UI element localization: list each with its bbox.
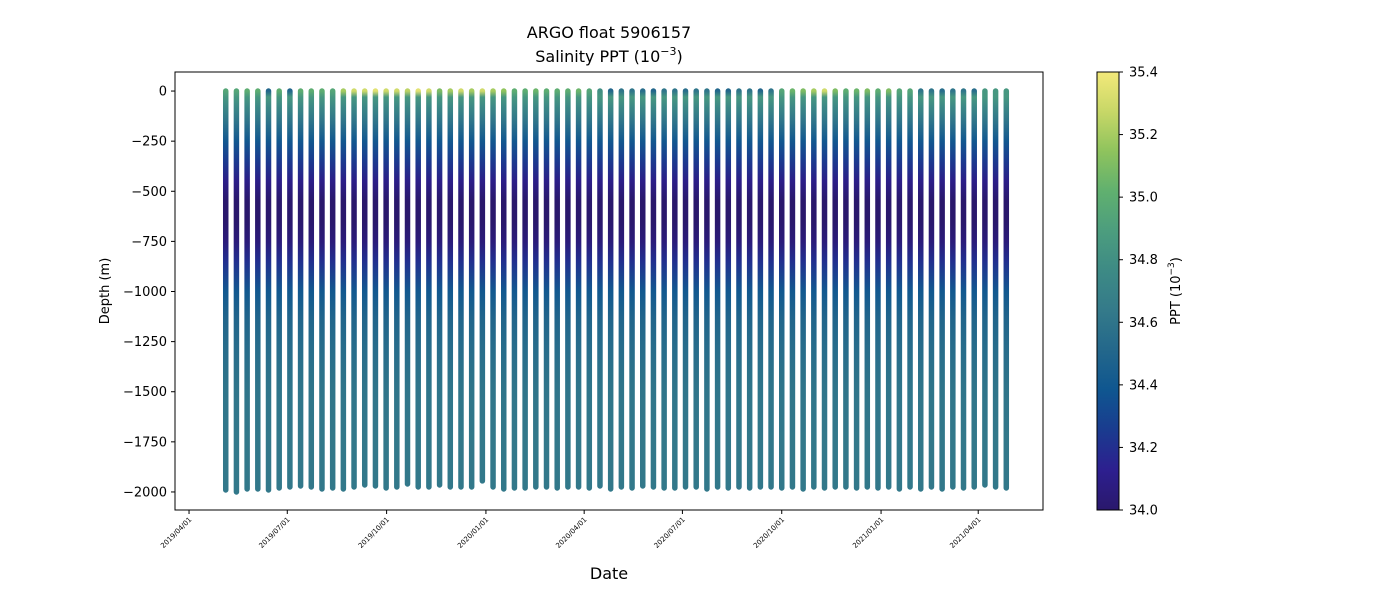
y-tick-label: −1500	[123, 385, 167, 400]
x-tick-label: 2020/01/01	[456, 516, 490, 550]
x-axis-label: Date	[590, 564, 628, 583]
colorbar-tick-label: 35.2	[1129, 128, 1158, 143]
y-tick-label: −500	[131, 185, 167, 200]
plot-area	[222, 88, 1010, 495]
colorbar-tick-label: 34.6	[1129, 316, 1158, 331]
x-tick-label: 2021/01/01	[851, 516, 885, 550]
x-tick-label: 2020/04/01	[554, 516, 588, 550]
colorbar-tick-label: 34.2	[1129, 441, 1158, 456]
colorbar	[1096, 71, 1120, 511]
y-tick-label: −750	[131, 235, 167, 250]
y-tick-label: −1250	[123, 335, 167, 350]
colorbar-label: PPT (10−3)	[1167, 257, 1184, 325]
colorbar-tick-label: 35.4	[1129, 66, 1158, 81]
chart-subtitle: Salinity PPT (10−3)	[535, 45, 683, 66]
colorbar-tick-label: 34.8	[1129, 253, 1158, 268]
chart-subtitle-close: )	[677, 47, 683, 66]
x-tick-label: 2020/07/01	[653, 516, 687, 550]
y-tick-label: −1000	[123, 285, 167, 300]
colorbar-ticks: 34.0 34.2 34.4 34.6 34.8 35.0 35.2 35.4	[1119, 66, 1158, 519]
x-tick-label: 2019/07/01	[257, 516, 291, 550]
x-tick-label: 2019/10/01	[357, 516, 391, 550]
x-axis: 2019/04/01 2019/07/01 2019/10/01 2020/01/01…	[159, 510, 983, 550]
x-tick-label: 2019/04/01	[159, 516, 193, 550]
colorbar-label-text: PPT (10	[1169, 275, 1184, 324]
y-axis-label: Depth (m)	[98, 258, 113, 325]
x-tick-label: 2020/10/01	[752, 516, 786, 550]
colorbar-tick-label: 34.0	[1129, 504, 1158, 519]
chart-title: ARGO float 5906157	[527, 23, 691, 42]
colorbar-label-close: )	[1169, 257, 1184, 262]
y-axis: 0 −250 −500 −750 −1000 −1250 −1500 −1750 −2000	[123, 85, 175, 500]
chart-subtitle-text: Salinity PPT (10	[535, 47, 660, 66]
y-tick-label: −1750	[123, 435, 167, 450]
y-tick-label: −2000	[123, 485, 167, 500]
chart-subtitle-exponent: −3	[660, 45, 676, 58]
y-tick-label: 0	[159, 85, 167, 100]
colorbar-tick-label: 34.4	[1129, 378, 1158, 393]
y-tick-label: −250	[131, 135, 167, 150]
plot-frame	[174, 71, 1044, 511]
x-tick-label: 2021/04/01	[948, 516, 982, 550]
colorbar-tick-label: 35.0	[1129, 191, 1158, 206]
colorbar-label-exponent: −3	[1167, 262, 1177, 275]
